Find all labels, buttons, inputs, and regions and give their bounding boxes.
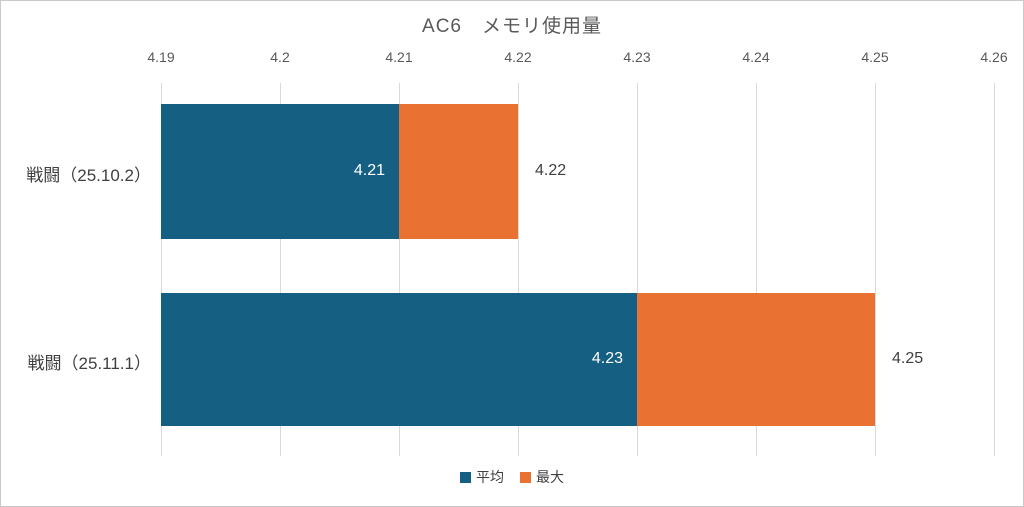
data-label-average: 4.21 [353, 161, 385, 179]
data-label-max: 4.22 [535, 161, 567, 179]
chart-title: AC6 メモリ使用量 [422, 16, 602, 37]
legend-label: 最大 [536, 469, 564, 485]
gridline [160, 83, 162, 456]
gridline [993, 83, 995, 456]
legend: 平均 最大 [1, 467, 1023, 487]
category-label: 戦闘（25.11.1） [27, 353, 151, 373]
data-label-average: 4.23 [591, 349, 623, 367]
bar-average [161, 293, 637, 426]
category-label: 戦闘（25.10.2） [26, 165, 151, 185]
gridline [517, 83, 519, 456]
x-axis-tick-label: 4.23 [623, 49, 651, 65]
bar-max [399, 104, 518, 239]
data-label-max: 4.25 [892, 349, 924, 367]
legend-entry: 平均 [460, 467, 504, 487]
gridline [398, 83, 400, 456]
x-axis-tick-label: 4.19 [147, 49, 175, 65]
x-axis-tick-label: 4.24 [742, 49, 770, 65]
x-axis-tick-label: 4.25 [861, 49, 889, 65]
legend-swatch-icon [460, 471, 471, 483]
x-axis-tick-label: 4.2 [270, 49, 290, 65]
x-axis-tick-label: 4.22 [504, 49, 532, 65]
gridline [755, 83, 757, 456]
gridline [279, 83, 281, 456]
gridline [874, 83, 876, 456]
legend-label: 平均 [476, 469, 504, 485]
legend-entry: 最大 [520, 467, 564, 487]
legend-swatch-icon [520, 471, 531, 483]
x-axis-tick-label: 4.26 [980, 49, 1008, 65]
gridline [636, 83, 638, 456]
x-axis-tick-label: 4.21 [385, 49, 413, 65]
bar-max [637, 293, 875, 426]
bar-average [161, 104, 399, 239]
